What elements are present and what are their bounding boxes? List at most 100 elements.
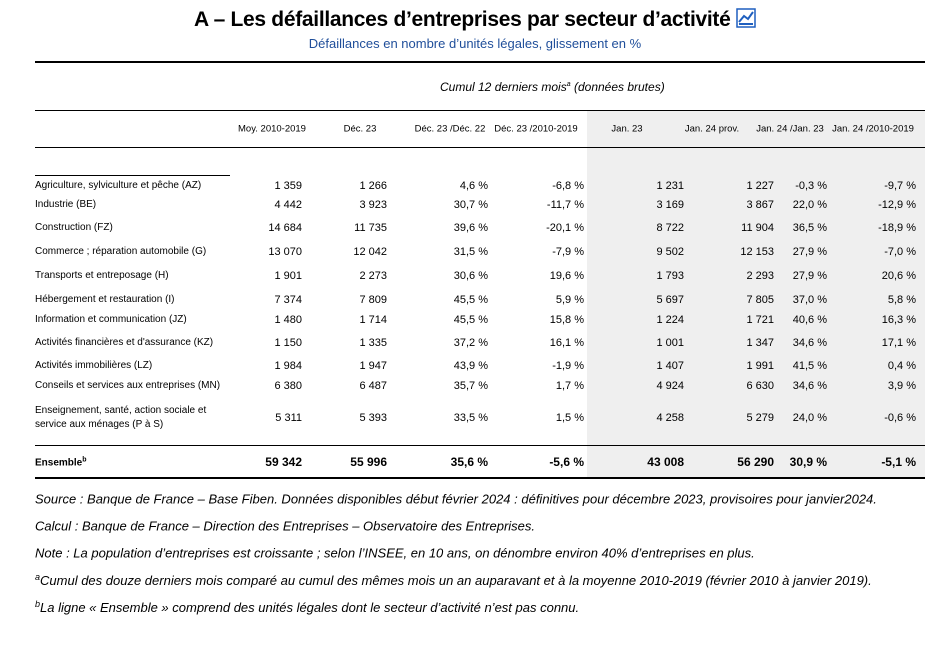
cell: 15,8 % <box>549 314 584 326</box>
cell: 0,4 % <box>887 360 916 372</box>
cell: 12 153 <box>740 246 774 258</box>
cell: 4 924 <box>656 380 684 392</box>
cell: 1,5 % <box>555 412 584 424</box>
total-cell: 55 996 <box>350 455 387 469</box>
cell: 35,7 % <box>453 380 488 392</box>
note: Calcul : Banque de France – Direction de… <box>35 519 535 534</box>
total-cell: 59 342 <box>265 455 302 469</box>
cell: -20,1 % <box>546 222 584 234</box>
cell: 1 947 <box>359 360 387 372</box>
shaded-columns <box>587 111 925 477</box>
footnote-marker: b <box>35 598 41 609</box>
cell: 30,6 % <box>453 270 488 282</box>
rule <box>35 110 925 111</box>
cell: 41,5 % <box>792 360 827 372</box>
footnote-marker: a <box>35 571 41 582</box>
subtitle: Défaillances en nombre d’unités légales,… <box>308 36 642 51</box>
total-cell: 56 290 <box>737 455 774 469</box>
cell: 1 150 <box>274 337 302 349</box>
cell: 17,1 % <box>881 337 916 349</box>
group-header-text: Cumul 12 derniers mois <box>440 80 567 94</box>
cell: 37,0 % <box>792 294 827 306</box>
cell: 4 442 <box>274 199 302 211</box>
row-label: Activités immobilières (LZ) <box>35 360 153 371</box>
row-label: Hébergement et restauration (I) <box>35 294 175 305</box>
row-label: Information et communication (JZ) <box>35 314 187 325</box>
cell: 13 070 <box>268 246 302 258</box>
cell: 5 311 <box>275 412 302 424</box>
cell: 11 735 <box>354 222 387 234</box>
cell: 27,9 % <box>792 246 827 258</box>
total-label-text: Ensemble <box>35 457 83 469</box>
total-cell: -5,6 % <box>549 455 584 469</box>
row-label: Activités financières et d'assurance (KZ… <box>35 337 214 348</box>
cell: 1 480 <box>274 314 302 326</box>
cell: 2 293 <box>746 270 774 282</box>
cell: 20,6 % <box>881 270 916 282</box>
cell: 8 722 <box>656 222 684 234</box>
group-header: Cumul 12 derniers moisa (données brutes) <box>440 80 665 94</box>
total-cell: -5,1 % <box>881 455 916 469</box>
cell: 12 042 <box>353 246 387 258</box>
cell: 1 984 <box>274 360 302 372</box>
cell: 33,5 % <box>453 412 488 424</box>
cell: 7 809 <box>359 294 387 306</box>
note-text: Source : Banque de France – Base Fiben. … <box>35 491 877 507</box>
cell: 6 487 <box>359 380 387 392</box>
cell: 45,5 % <box>453 294 488 306</box>
row-label: Agriculture, sylviculture et pêche (AZ) <box>35 180 202 191</box>
cell: 22,0 % <box>792 199 827 211</box>
note: Note : La population d’entreprises est c… <box>35 546 755 561</box>
cell: 16,3 % <box>881 314 916 326</box>
note: bLa ligne « Ensemble » comprend des unit… <box>35 599 579 615</box>
cell: 1 721 <box>746 314 774 326</box>
row-label: Transports et entreposage (H) <box>35 270 169 281</box>
cell: 37,2 % <box>453 337 488 349</box>
footnote-marker: b <box>82 456 87 464</box>
cell: -7,9 % <box>552 246 584 258</box>
cell: 1 224 <box>656 314 684 326</box>
cell: 4 258 <box>656 412 684 424</box>
cell: 27,9 % <box>792 270 827 282</box>
cell: 1 901 <box>274 270 302 282</box>
cell: 5,9 % <box>555 294 584 306</box>
note: Source : Banque de France – Base Fiben. … <box>35 492 877 507</box>
cell: 34,6 % <box>792 337 827 349</box>
column-header: Déc. 23 /2010-2019 <box>494 123 578 135</box>
cell: 1 714 <box>359 314 387 326</box>
column-header: Déc. 23 <box>343 123 377 135</box>
cell: 16,1 % <box>549 337 584 349</box>
cell: 1 231 <box>656 180 684 192</box>
row-label: Conseils et services aux entreprises (MN… <box>35 380 221 391</box>
row-label: Construction (FZ) <box>35 222 113 233</box>
row-label: Industrie (BE) <box>35 199 97 210</box>
column-header: Jan. 24 /2010-2019 <box>832 123 914 135</box>
rule <box>35 445 925 446</box>
column-header: Jan. 23 <box>611 123 643 135</box>
cell: 1 407 <box>656 360 684 372</box>
column-header: Moy. 2010-2019 <box>238 123 306 135</box>
cell: 9 502 <box>656 246 684 258</box>
chart-icon <box>736 8 756 28</box>
cell: 14 684 <box>268 222 302 234</box>
cell: 1 266 <box>359 180 387 192</box>
rule <box>35 61 925 63</box>
cell: -6,8 % <box>552 180 584 192</box>
note-text: Cumul des douze derniers mois comparé au… <box>40 573 872 589</box>
cell: 5 697 <box>656 294 684 306</box>
cell: 34,6 % <box>792 380 827 392</box>
cell: 1,7 % <box>555 380 584 392</box>
cell: -9,7 % <box>884 180 916 192</box>
cell: -12,9 % <box>878 199 916 211</box>
rule <box>35 175 230 176</box>
cell: 1 001 <box>656 337 684 349</box>
cell: 3 867 <box>746 199 774 211</box>
note: aCumul des douze derniers mois comparé a… <box>35 572 872 588</box>
rule <box>35 477 925 479</box>
cell: -0,6 % <box>884 412 916 424</box>
column-header: Jan. 24 /Jan. 23 <box>756 123 824 135</box>
note-text: Calcul : Banque de France – Direction de… <box>35 518 536 534</box>
cell: 1 991 <box>746 360 774 372</box>
cell: 5 393 <box>359 412 387 424</box>
